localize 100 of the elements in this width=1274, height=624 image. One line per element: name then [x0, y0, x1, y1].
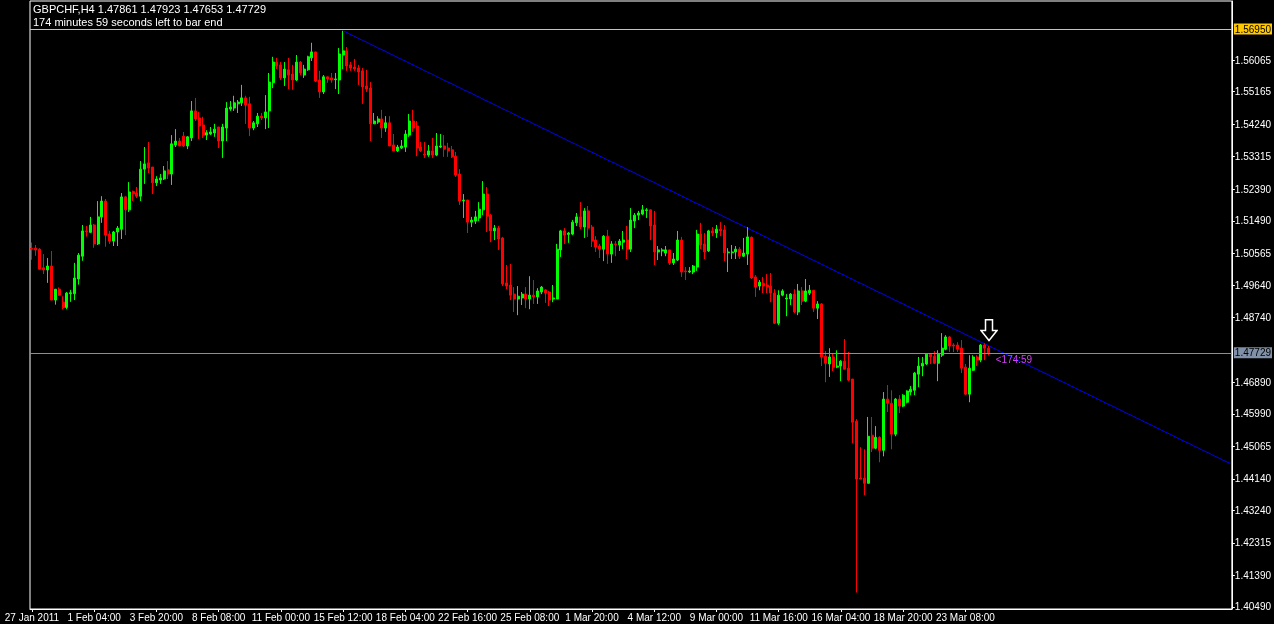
candlestick — [657, 245, 660, 261]
x-tick-label: 1 Mar 20:00 — [565, 611, 620, 623]
candlestick — [361, 67, 364, 105]
candlestick — [97, 200, 100, 246]
candlestick — [373, 112, 376, 125]
candlestick — [517, 285, 520, 316]
candlestick — [653, 210, 656, 266]
candlestick — [785, 293, 788, 317]
candlestick — [812, 289, 815, 313]
y-tick-label: 1.54240 — [1234, 118, 1272, 130]
y-tick-label: 1.41390 — [1234, 569, 1272, 581]
candlestick — [707, 229, 710, 253]
y-tick-label: 1.55165 — [1234, 86, 1272, 98]
candlestick — [466, 199, 469, 234]
line-series — [342, 30, 1231, 464]
x-tick-label: 23 Mar 08:00 — [935, 611, 996, 623]
candlestick — [104, 198, 107, 248]
candlestick — [968, 354, 971, 403]
chart-title: GBPCHF,H4 1.47861 1.47923 1.47653 1.47729 — [33, 2, 267, 15]
candlestick — [396, 144, 399, 153]
candlestick — [614, 240, 617, 257]
candlestick — [882, 391, 885, 457]
candlestick — [894, 397, 897, 437]
candlestick — [532, 279, 535, 305]
candlestick — [544, 288, 547, 304]
candlestick — [443, 134, 446, 158]
candlestick — [89, 216, 92, 234]
candlestick — [135, 186, 138, 199]
candlestick — [62, 295, 65, 311]
candlestick — [804, 278, 807, 303]
candlestick — [536, 287, 539, 305]
candlestick — [380, 109, 383, 139]
y-tick-label: 1.56065 — [1234, 54, 1272, 66]
x-tick-label: 16 Mar 04:00 — [811, 611, 871, 623]
y-tick-label: 1.46890 — [1234, 376, 1272, 388]
candlestick — [155, 175, 158, 187]
candlestick — [664, 245, 667, 257]
x-tick-label: 11 Mar 16:00 — [749, 611, 809, 623]
candlestick — [58, 286, 61, 297]
candlestick — [202, 116, 205, 139]
x-tick-label: 4 Mar 12:00 — [627, 611, 682, 623]
candlestick — [762, 276, 765, 294]
candlestick — [38, 247, 41, 271]
y-tick-label: 1.43240 — [1234, 504, 1272, 516]
candlestick — [279, 61, 282, 81]
x-tick-label: 3 Feb 20:00 — [129, 611, 184, 623]
candlestick — [746, 226, 749, 266]
candlestick — [217, 126, 220, 149]
candlestick — [260, 112, 263, 121]
candlestick — [793, 288, 796, 314]
candlestick — [738, 246, 741, 260]
candlestick — [929, 353, 932, 365]
candlestick — [641, 204, 644, 216]
candlestick — [124, 195, 127, 236]
candlestick — [427, 144, 430, 158]
candlestick — [85, 225, 88, 238]
x-tick-label: 25 Feb 08:00 — [500, 611, 560, 623]
candlestick — [209, 126, 212, 136]
candlestick — [874, 425, 877, 450]
y-tick-label: 1.45065 — [1234, 440, 1272, 452]
candlestick — [676, 230, 679, 262]
candlestick — [610, 240, 613, 264]
x-tick-label: 18 Feb 04:00 — [375, 611, 436, 623]
x-tick-label: 11 Feb 00:00 — [251, 611, 311, 623]
candlestick — [727, 247, 730, 273]
text: 174 minutes 59 seconds left to bar end — [33, 15, 223, 28]
candlestick — [524, 286, 527, 309]
y-tick-label: 1.45990 — [1234, 408, 1272, 420]
candlestick — [163, 165, 166, 181]
y-tick-label: 1.42315 — [1234, 537, 1272, 549]
y-tick-label: 1.48740 — [1234, 311, 1272, 323]
x-tick-label: 27 Jan 2011 — [4, 611, 60, 623]
candlestick — [377, 115, 380, 125]
y-tick-label: 1.52390 — [1234, 183, 1272, 195]
candlestick — [423, 141, 426, 159]
candlestick — [330, 72, 333, 84]
candlestick — [54, 288, 57, 306]
candlestick — [828, 347, 831, 378]
candlestick — [30, 242, 33, 261]
candlestick — [167, 160, 170, 180]
candlestick — [987, 345, 990, 356]
y-tick-label: 1.44140 — [1234, 473, 1272, 485]
candlestick — [777, 289, 780, 326]
x-tick-label: 9 Mar 00:00 — [689, 611, 744, 623]
candlestick — [345, 46, 348, 72]
candlestick — [622, 230, 625, 250]
ref-line-label: 1.56950 — [1234, 23, 1272, 35]
candlestick — [579, 201, 582, 230]
candlestick — [213, 123, 216, 138]
candlestick — [668, 249, 671, 266]
candlestick — [112, 230, 115, 247]
candlestick — [863, 448, 866, 496]
candlestick — [933, 350, 936, 365]
candlestick — [797, 283, 800, 316]
candlestick — [801, 286, 804, 306]
candlestick — [626, 225, 629, 260]
x-tick-label: 8 Feb 08:00 — [191, 611, 246, 623]
candlestick — [983, 342, 986, 361]
y-tick-label: 1.50565 — [1234, 247, 1272, 259]
x-tick-label: 22 Feb 16:00 — [438, 611, 498, 623]
